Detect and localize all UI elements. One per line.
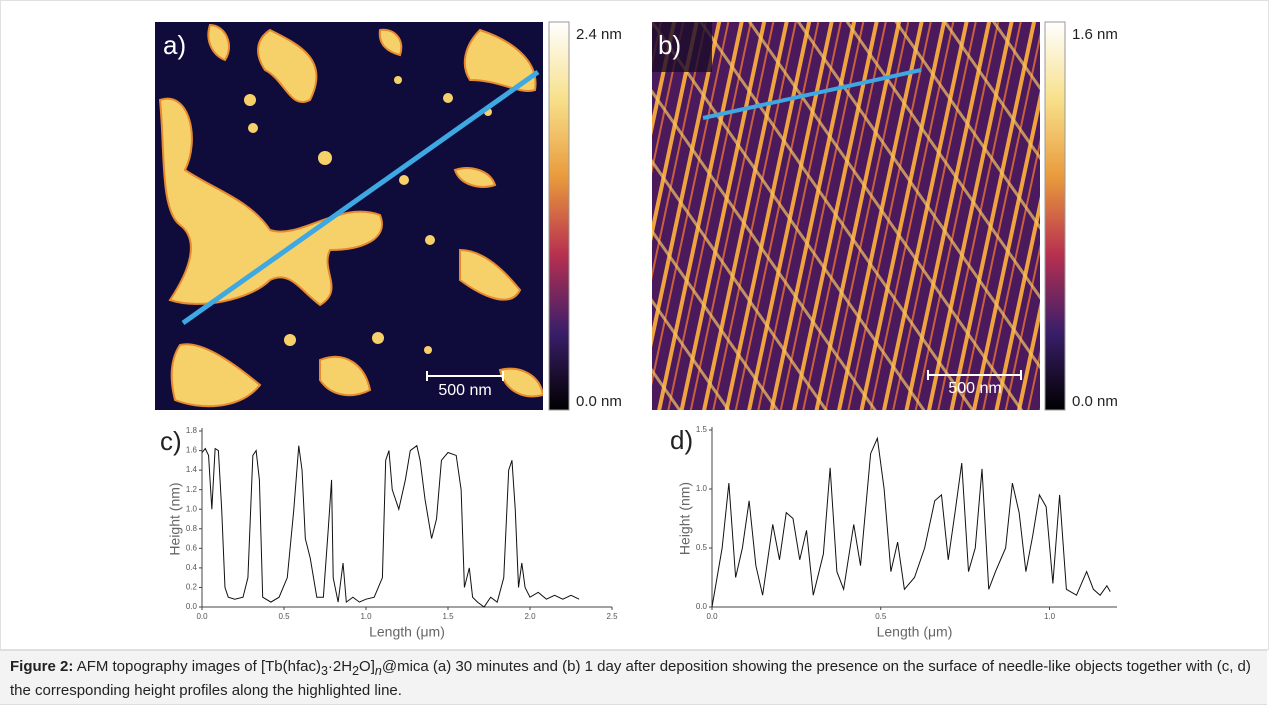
colorbar-min: 0.0 nm [576, 393, 622, 410]
caption-text: AFM topography images of [Tb(hfac) [76, 658, 321, 675]
colorbar-max: 2.4 nm [576, 26, 622, 43]
caption-text: @mica (a) 30 minutes and (b) 1 day after… [10, 658, 1251, 699]
x-tick-label: 2.0 [524, 612, 536, 621]
y-tick-label: 0.0 [696, 602, 708, 611]
figure: a) 500 nm 2.4 nm 0.0 nm b) 500 nm 1.6 nm… [0, 0, 1269, 650]
caption-text: n [374, 664, 382, 678]
y-tick-label: 0.0 [186, 602, 198, 611]
colorbar [548, 21, 570, 411]
colorbar-max: 1.6 nm [1072, 26, 1118, 43]
y-tick-label: 1.4 [186, 465, 198, 474]
y-tick-label: 0.6 [186, 543, 198, 552]
profile-line [711, 436, 1111, 608]
y-tick-label: 0.8 [186, 524, 198, 533]
x-axis-label: Length (μm) [877, 624, 953, 640]
x-tick-label: 1.0 [360, 612, 372, 621]
scale-bar-label: 500 nm [438, 382, 491, 399]
caption-text: ·2H [327, 658, 353, 675]
y-axis-label: Height (nm) [167, 482, 183, 555]
panel-label: a) [163, 30, 186, 60]
x-tick-label: 2.5 [606, 612, 618, 621]
y-tick-label: 1.0 [186, 504, 198, 513]
y-tick-label: 1.0 [696, 484, 708, 493]
y-axis-label: Height (nm) [677, 482, 693, 555]
afm-image-a [155, 22, 543, 410]
x-tick-label: 1.5 [442, 612, 454, 621]
x-tick-label: 0.0 [196, 612, 208, 621]
panel-label: d) [670, 425, 693, 455]
scale-bar-label: 500 nm [948, 380, 1001, 397]
caption-text: 3 [320, 664, 328, 678]
x-axis-label: Length (μm) [369, 624, 445, 640]
caption-text: n [375, 664, 382, 678]
y-tick-label: 0.5 [696, 543, 708, 552]
x-tick-label: 1.0 [1044, 612, 1056, 621]
y-tick-label: 0.4 [186, 563, 198, 572]
y-tick-label: 1.5 [696, 425, 708, 434]
caption-text: O] [359, 658, 375, 675]
x-tick-label: 0.0 [706, 612, 718, 621]
panel-label: b) [658, 30, 681, 60]
x-tick-label: 0.5 [875, 612, 887, 621]
caption: Figure 2: AFM topography images of [Tb(h… [0, 650, 1267, 705]
caption-label: Figure 2: [10, 658, 74, 675]
y-tick-label: 1.6 [186, 446, 198, 455]
panel-label: c) [160, 426, 182, 456]
x-tick-label: 0.5 [278, 612, 290, 621]
colorbar-min: 0.0 nm [1072, 393, 1118, 410]
profile-line [201, 444, 580, 608]
caption-text: 2 [352, 664, 360, 678]
y-tick-label: 1.8 [186, 426, 198, 435]
colorbar [1044, 21, 1066, 411]
afm-image-b [652, 22, 1040, 410]
y-tick-label: 1.2 [186, 485, 198, 494]
y-tick-label: 0.2 [186, 583, 198, 592]
